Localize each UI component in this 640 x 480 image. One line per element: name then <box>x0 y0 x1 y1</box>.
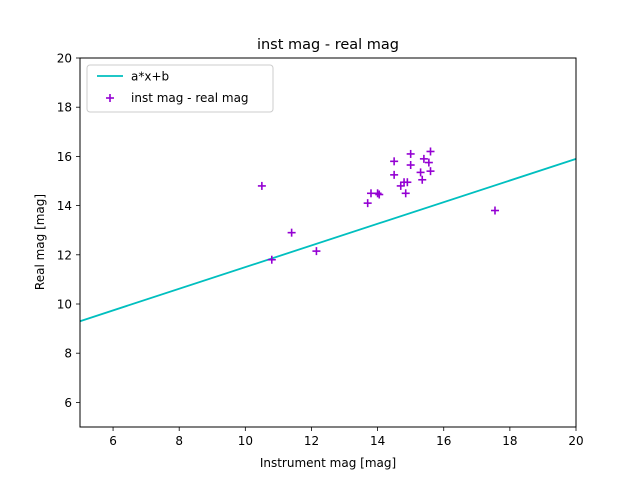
scatter-point <box>403 178 412 187</box>
y-axis: 6 8 10 12 14 16 18 20 <box>57 52 80 410</box>
x-tick-label: 10 <box>238 434 253 448</box>
y-tick-label: 16 <box>57 150 72 164</box>
scatter-point <box>416 168 425 177</box>
scatter-point <box>406 149 415 158</box>
scatter-point <box>312 247 321 256</box>
scatter-point <box>426 147 435 156</box>
x-tick-label: 18 <box>502 434 517 448</box>
x-tick-label: 6 <box>109 434 117 448</box>
legend-label-fit-line: a*x+b <box>131 70 169 84</box>
scatter-point <box>267 255 276 264</box>
x-tick-label: 12 <box>304 434 319 448</box>
fit-line <box>79 158 577 323</box>
y-axis-label: Real mag [mag] <box>33 194 47 290</box>
y-tick-label: 18 <box>57 101 72 115</box>
scatter-point <box>375 190 384 199</box>
scatter-point <box>390 170 399 179</box>
scatter-point <box>490 206 499 215</box>
plot-area <box>79 147 577 323</box>
x-tick-label: 14 <box>370 434 385 448</box>
scatter-point <box>426 167 435 176</box>
scatter-point <box>257 181 266 190</box>
scatter-point <box>401 189 410 198</box>
scatter-point <box>390 157 399 166</box>
scatter-point <box>418 175 427 184</box>
scatter-point <box>287 228 296 237</box>
chart-title: inst mag - real mag <box>257 37 399 53</box>
x-tick-label: 16 <box>436 434 451 448</box>
scatter-point <box>363 199 372 208</box>
scatter-point <box>373 189 382 198</box>
y-tick-label: 6 <box>64 396 72 410</box>
scatter-point <box>406 161 415 170</box>
y-tick-label: 14 <box>57 199 72 213</box>
legend-label-scatter: inst mag - real mag <box>131 91 249 105</box>
y-tick-label: 20 <box>57 52 72 66</box>
x-tick-label: 8 <box>175 434 183 448</box>
legend-box <box>86 64 274 113</box>
scatter-point <box>424 158 433 167</box>
y-tick-label: 10 <box>57 298 72 312</box>
legend-marker-swatch <box>106 94 114 102</box>
plot-frame <box>79 57 577 428</box>
y-tick-label: 12 <box>57 248 72 262</box>
x-axis: 6 8 10 12 14 16 18 20 <box>109 427 584 448</box>
x-tick-label: 20 <box>568 434 583 448</box>
legend: a*x+b inst mag - real mag <box>86 64 274 113</box>
x-axis-label: Instrument mag [mag] <box>260 456 396 470</box>
scatter-point <box>419 154 428 163</box>
y-tick-label: 8 <box>64 347 72 361</box>
